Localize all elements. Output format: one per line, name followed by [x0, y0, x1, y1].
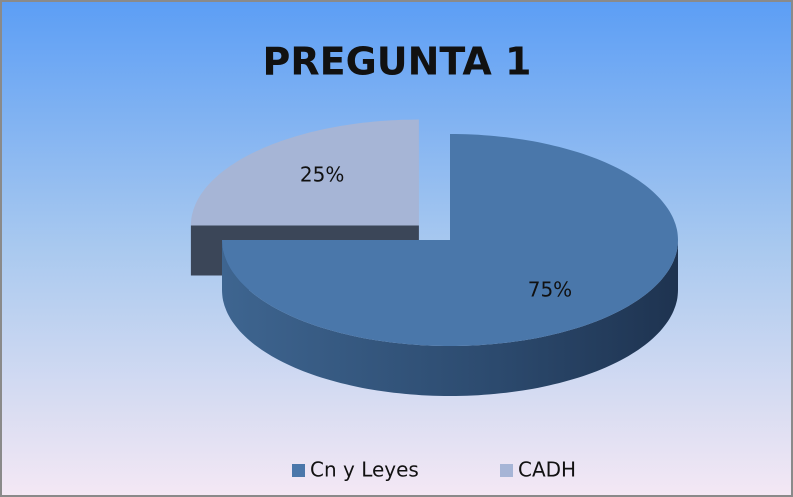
slice-wall	[222, 240, 678, 396]
data-label: 75%	[528, 278, 572, 302]
chart-title: PREGUNTA 1	[263, 40, 532, 84]
legend-swatch	[292, 464, 305, 477]
slice-top	[222, 134, 678, 346]
legend-label: CADH	[518, 458, 576, 482]
legend-label: Cn y Leyes	[310, 458, 419, 482]
slice: 75%	[222, 134, 678, 396]
data-label: 25%	[300, 163, 344, 187]
slice-top	[190, 119, 419, 226]
legend-swatch	[500, 464, 513, 477]
